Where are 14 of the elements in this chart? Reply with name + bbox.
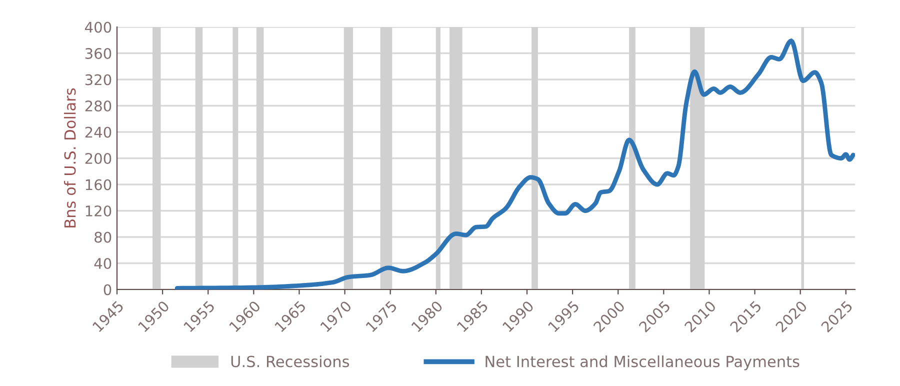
y-axis-title: Bns of U.S. Dollars (64, 88, 76, 228)
legend-label: Net Interest and Miscellaneous Payments (486, 355, 800, 370)
y-tick-label: 360 (85, 48, 112, 60)
y-tick-label: 280 (85, 100, 112, 112)
y-tick-label: 200 (85, 152, 112, 164)
y-tick-label: 120 (86, 205, 112, 217)
y-tick-label: 240 (85, 126, 112, 138)
y-tick-label: 320 (85, 74, 112, 86)
y-tick-label: 40 (94, 258, 112, 269)
y-tick-label: 400 (85, 22, 112, 33)
legend-label: U.S. Recessions (231, 355, 350, 368)
y-tick-label: 80 (94, 232, 112, 243)
y-tick-label: 0 (104, 284, 112, 296)
y-tick-label: 160 (86, 179, 112, 190)
